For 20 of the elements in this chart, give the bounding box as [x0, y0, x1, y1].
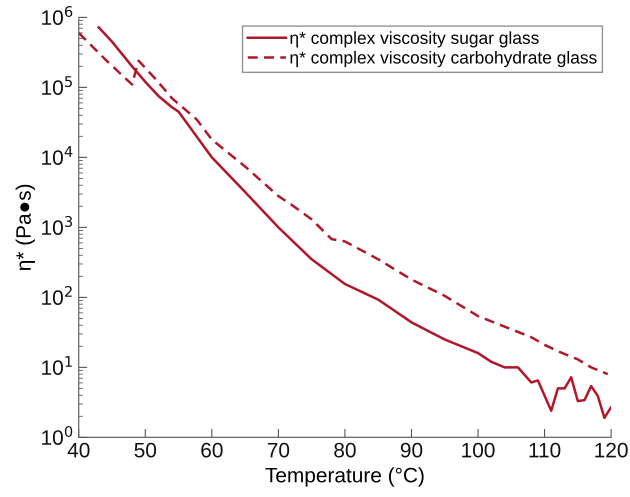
y-tick-label: 10$^{3}$: [42, 216, 72, 235]
y-tick-label: 10$^{2}$: [42, 286, 72, 305]
x-tick-label: 110: [530, 442, 560, 458]
legend-label: η* complex viscosity sugar glass: [290, 31, 539, 48]
x-tick-label: 40: [68, 442, 90, 458]
x-tick-label: 90: [400, 442, 422, 458]
y-tick-label: 10$^{0}$: [42, 426, 72, 445]
x-tick-label: 80: [334, 442, 356, 458]
x-tick-label: 70: [268, 442, 290, 458]
x-tick-label: 60: [201, 442, 223, 458]
y-axis-title: η* (Pa●s): [16, 184, 35, 270]
x-axis-title: Temperature (°C): [265, 467, 424, 487]
y-tick-label: 10$^{6}$: [42, 6, 72, 25]
y-tick-label: 10$^{5}$: [42, 76, 72, 95]
x-tick-label: 100: [462, 442, 495, 458]
x-tick-label: 120: [595, 442, 628, 458]
x-tick-label: 50: [134, 442, 156, 458]
y-tick-label: 10$^{1}$: [42, 356, 72, 375]
y-tick-label: 10$^{4}$: [42, 146, 72, 165]
legend-label: η* complex viscosity carbohydrate glass: [290, 50, 597, 68]
